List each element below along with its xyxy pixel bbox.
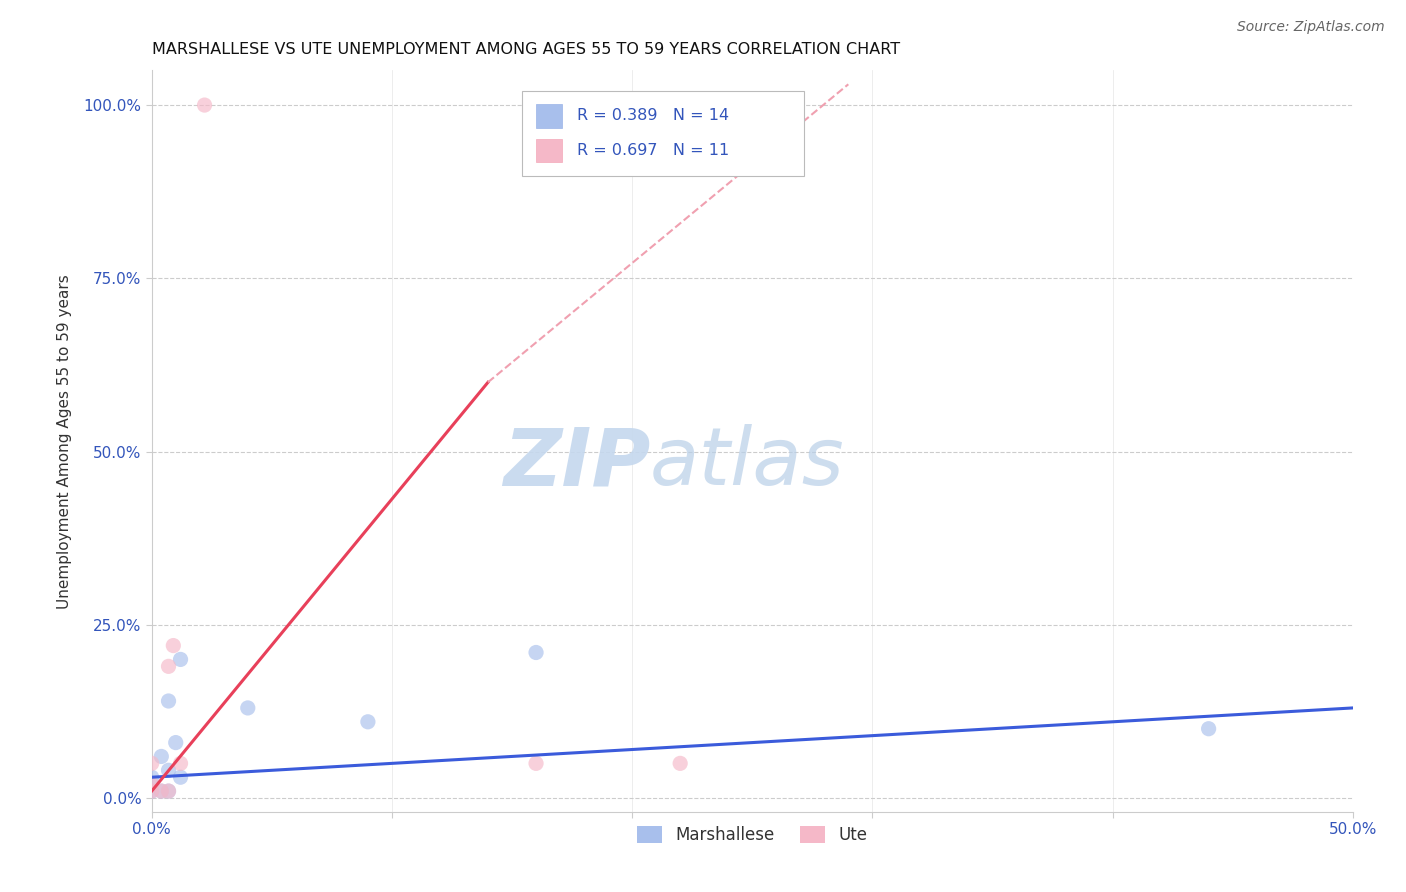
Legend: Marshallese, Ute: Marshallese, Ute bbox=[637, 826, 868, 845]
Point bbox=[162, 639, 184, 653]
Text: atlas: atlas bbox=[650, 425, 845, 502]
Point bbox=[157, 659, 180, 673]
Point bbox=[524, 646, 547, 660]
Point bbox=[1198, 722, 1220, 736]
Point bbox=[524, 756, 547, 771]
Point bbox=[141, 784, 163, 798]
Text: R = 0.697   N = 11: R = 0.697 N = 11 bbox=[576, 143, 730, 158]
Point bbox=[141, 756, 163, 771]
FancyBboxPatch shape bbox=[522, 91, 804, 177]
FancyBboxPatch shape bbox=[536, 138, 562, 162]
Point bbox=[141, 777, 163, 791]
Point bbox=[141, 784, 163, 798]
Point bbox=[193, 98, 215, 112]
Point bbox=[357, 714, 380, 729]
FancyBboxPatch shape bbox=[536, 103, 562, 128]
Text: ZIP: ZIP bbox=[503, 425, 650, 502]
Point bbox=[150, 784, 173, 798]
Text: R = 0.389   N = 14: R = 0.389 N = 14 bbox=[576, 108, 728, 123]
Point bbox=[157, 694, 180, 708]
Point bbox=[169, 652, 191, 666]
Text: MARSHALLESE VS UTE UNEMPLOYMENT AMONG AGES 55 TO 59 YEARS CORRELATION CHART: MARSHALLESE VS UTE UNEMPLOYMENT AMONG AG… bbox=[152, 42, 900, 57]
Point bbox=[165, 735, 187, 749]
Point bbox=[157, 784, 180, 798]
Point bbox=[236, 701, 259, 715]
Point bbox=[150, 784, 173, 798]
Point bbox=[169, 770, 191, 784]
Y-axis label: Unemployment Among Ages 55 to 59 years: Unemployment Among Ages 55 to 59 years bbox=[58, 274, 72, 608]
Point bbox=[157, 784, 180, 798]
Point bbox=[669, 756, 692, 771]
Point bbox=[169, 756, 191, 771]
Text: Source: ZipAtlas.com: Source: ZipAtlas.com bbox=[1237, 20, 1385, 34]
Point bbox=[141, 770, 163, 784]
Point bbox=[150, 749, 173, 764]
Point bbox=[157, 764, 180, 778]
